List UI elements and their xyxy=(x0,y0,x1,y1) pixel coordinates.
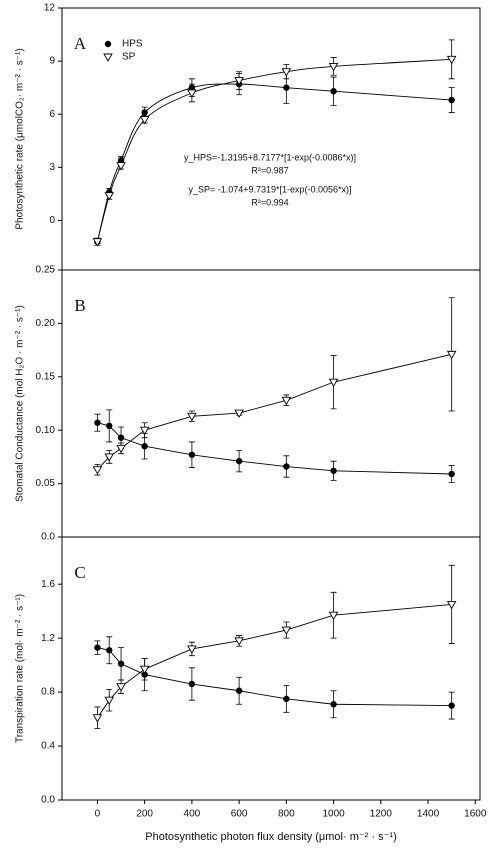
panel-label: A xyxy=(74,34,87,53)
marker xyxy=(92,238,103,247)
annotation: y_HPS=-1.3195+8.7177*[1-exp(-0.0086*x)] xyxy=(184,152,356,162)
marker xyxy=(234,77,244,86)
marker xyxy=(448,470,455,478)
marker xyxy=(328,611,339,621)
marker xyxy=(330,467,337,474)
y-tick-label: 0 xyxy=(49,215,55,226)
marker xyxy=(139,116,150,125)
marker xyxy=(94,419,101,426)
marker xyxy=(446,55,457,65)
series-line xyxy=(97,353,452,471)
marker xyxy=(448,96,455,104)
x-tick-label: 200 xyxy=(136,809,153,820)
plot-frame xyxy=(61,269,481,538)
y-tick-label: 12 xyxy=(44,3,56,14)
x-tick-label: 1400 xyxy=(417,809,440,820)
y-tick-label: 0.10 xyxy=(36,425,56,436)
marker xyxy=(281,68,292,77)
panel-label: B xyxy=(74,296,85,315)
y-tick-label: 0.8 xyxy=(41,687,55,698)
marker xyxy=(187,89,197,98)
legend-label: SP xyxy=(122,52,136,63)
y-tick-label: 9 xyxy=(49,56,55,67)
x-tick-label: 1000 xyxy=(322,809,345,820)
x-tick-label: 600 xyxy=(231,809,248,820)
marker xyxy=(234,409,244,419)
x-tick-label: 0 xyxy=(95,809,101,820)
marker xyxy=(188,451,196,458)
marker xyxy=(92,466,103,475)
marker xyxy=(117,660,125,667)
marker xyxy=(104,453,115,462)
marker xyxy=(92,714,103,723)
plot-frame xyxy=(61,536,481,801)
x-axis-label: Photosynthetic photon flux density (μmol… xyxy=(145,831,396,843)
series-line xyxy=(97,422,452,475)
marker xyxy=(116,162,126,171)
y-tick-label: 0.4 xyxy=(41,741,55,752)
annotation: y_SP= -1.074+9.7319*[1-exp(-0.0056*x)] xyxy=(188,184,351,194)
marker xyxy=(281,396,292,406)
marker xyxy=(104,696,115,706)
legend-marker xyxy=(103,53,113,62)
y-tick-label: 3 xyxy=(49,162,55,173)
x-tick-label: 800 xyxy=(278,809,295,820)
marker xyxy=(283,695,290,703)
marker xyxy=(446,600,457,610)
series-line xyxy=(97,603,452,718)
x-tick-label: 1200 xyxy=(370,809,393,820)
y-tick-label: 0.20 xyxy=(36,318,56,329)
series-line xyxy=(97,647,452,707)
marker xyxy=(328,378,339,388)
marker xyxy=(187,645,197,654)
marker xyxy=(283,463,290,470)
marker xyxy=(188,680,196,688)
y-tick-label: 0.0 xyxy=(41,532,55,543)
legend-marker xyxy=(104,40,112,48)
y-tick-label: 1.2 xyxy=(41,633,55,644)
marker xyxy=(234,637,244,646)
marker xyxy=(330,88,337,95)
marker xyxy=(448,702,455,709)
marker xyxy=(281,626,292,635)
marker xyxy=(235,687,243,694)
marker xyxy=(446,350,457,360)
marker xyxy=(106,422,113,430)
marker xyxy=(330,701,337,708)
annotation: R²=0.987 xyxy=(251,165,288,175)
y-tick-label: 1.6 xyxy=(41,579,55,590)
x-tick-label: 400 xyxy=(184,809,201,820)
y-tick-label: 0.05 xyxy=(36,478,56,489)
y-tick-label: 6 xyxy=(49,109,55,120)
annotation: R²=0.994 xyxy=(251,197,288,207)
marker xyxy=(116,444,126,454)
marker xyxy=(283,84,290,91)
marker xyxy=(328,62,339,72)
marker xyxy=(106,647,113,654)
y-tick-label: 0.25 xyxy=(36,265,56,276)
y-tick-label: 0.15 xyxy=(36,371,56,382)
marker xyxy=(141,443,148,450)
marker xyxy=(94,644,101,651)
marker xyxy=(117,434,125,441)
marker xyxy=(139,426,150,436)
x-tick-label: 1600 xyxy=(464,809,487,820)
y-axis-label: Photosynthetic rate (μmolCO₂· m⁻² · s⁻¹) xyxy=(15,48,26,229)
marker xyxy=(139,665,150,675)
marker xyxy=(187,412,197,422)
y-tick-label: 0.0 xyxy=(41,795,55,806)
marker xyxy=(104,192,115,201)
y-axis-label: Stomatal Conductance (mol H₂O · m⁻² · s⁻… xyxy=(15,305,26,502)
y-axis-label: Transpiration rate (mol· m⁻² · s⁻¹) xyxy=(15,594,26,743)
marker xyxy=(235,457,243,465)
panel-label: C xyxy=(74,563,85,582)
legend-label: HPS xyxy=(122,39,143,50)
series-line xyxy=(96,83,452,242)
marker xyxy=(116,683,126,692)
marker xyxy=(141,109,148,116)
